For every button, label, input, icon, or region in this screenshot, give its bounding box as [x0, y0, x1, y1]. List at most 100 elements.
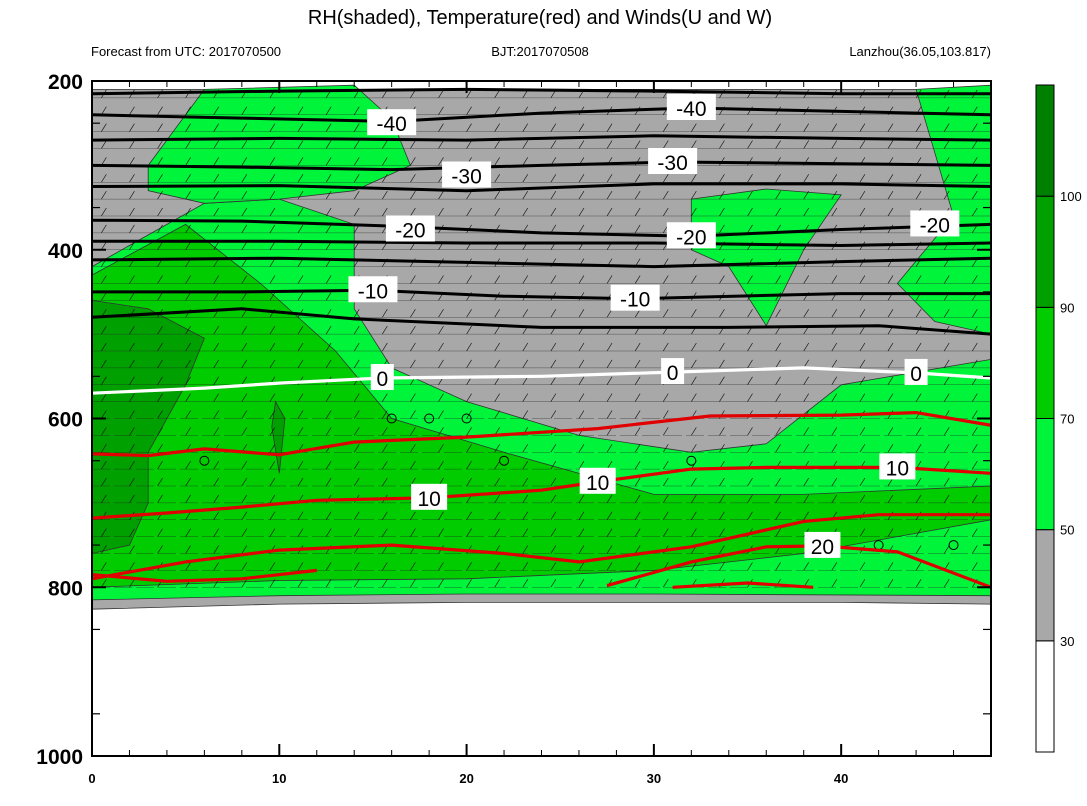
wind-barb: [185, 275, 191, 284]
wind-barb: [213, 224, 220, 234]
wind-barb: [101, 545, 107, 554]
contour-label: 0: [910, 363, 922, 386]
wind-barb: [101, 342, 107, 352]
wind-barb: [129, 241, 135, 250]
wind-barb: [522, 309, 529, 318]
wind-barb: [297, 410, 304, 419]
contour-label: -20: [395, 220, 425, 243]
wind-barb: [185, 224, 191, 234]
wind-barb: [382, 427, 388, 436]
wind-barb: [887, 207, 894, 217]
wind-barb: [241, 545, 248, 554]
wind-barb: [943, 359, 950, 369]
wind-barb: [382, 207, 388, 217]
wind-barb: [578, 309, 585, 318]
wind-barb: [129, 444, 135, 453]
wind-barb: [803, 393, 810, 402]
wind-barb: [747, 275, 753, 284]
contour-label: -40: [676, 98, 706, 121]
wind-barb: [325, 562, 332, 571]
wind-barb: [578, 224, 585, 234]
wind-barb: [129, 190, 135, 200]
wind-barb: [634, 460, 641, 470]
wind-barb: [691, 359, 697, 369]
wind-barb: [522, 393, 529, 402]
wind-barb: [887, 562, 894, 571]
contour-label-box: [348, 276, 398, 303]
wind-barb: [213, 528, 220, 537]
wind-barb: [719, 562, 725, 571]
wind-barb: [662, 477, 669, 487]
wind-barb: [438, 579, 444, 588]
wind-barb: [887, 579, 894, 588]
wind-barb: [101, 174, 107, 183]
wind-barb: [775, 275, 781, 284]
wind-barb: [971, 174, 978, 183]
wind-barb: [410, 528, 416, 537]
wind-barb: [494, 275, 500, 284]
wind-barb: [382, 174, 388, 183]
wind-barb: [859, 342, 866, 352]
wind-barb: [410, 444, 416, 453]
wind-barb: [382, 444, 388, 453]
wind-barb: [382, 393, 388, 402]
wind-barb: [887, 309, 894, 318]
contour-label: 10: [886, 457, 909, 480]
wind-barb: [550, 342, 557, 352]
temperature-contour-0: [92, 366, 991, 395]
wind-barb: [522, 190, 529, 200]
wind-barb: [775, 477, 781, 487]
x-tick-label: 10: [272, 771, 286, 786]
wind-barb: [803, 562, 810, 571]
contour-label: 10: [586, 472, 609, 495]
wind-barb: [213, 393, 220, 402]
wind-barb: [606, 359, 613, 369]
wind-barb: [241, 157, 248, 166]
wind-barb: [606, 562, 613, 571]
wind-barb: [803, 174, 810, 183]
wind-barb: [550, 545, 557, 554]
wind-barb: [353, 579, 360, 588]
wind-barb: [325, 460, 332, 470]
calm-wind-marker: [461, 413, 472, 424]
wind-barb: [325, 123, 332, 132]
wind-barb: [269, 460, 276, 470]
wind-barb: [353, 190, 360, 200]
wind-barb: [691, 477, 697, 487]
wind-barb: [269, 106, 276, 115]
wind-barb: [943, 376, 950, 385]
wind-barb: [831, 579, 838, 588]
wind-barb: [578, 207, 585, 217]
wind-barb: [578, 376, 585, 385]
wind-barb: [578, 444, 585, 453]
wind-barb: [887, 359, 894, 369]
wind-barb: [691, 511, 697, 520]
wind-barb: [157, 427, 163, 436]
wind-barb: [550, 140, 557, 149]
wind-barb: [578, 494, 585, 504]
wind-barb: [971, 460, 978, 470]
wind-barb: [297, 106, 304, 115]
contour-label: 0: [667, 362, 679, 385]
wind-barb: [691, 207, 697, 217]
wind-barb: [634, 393, 641, 402]
wind-barb: [887, 376, 894, 385]
wind-barb: [887, 528, 894, 537]
wind-barb: [831, 477, 838, 487]
wind-barb: [353, 207, 360, 217]
contour-label-box: [385, 215, 435, 242]
wind-barb: [129, 562, 135, 571]
wind-barb: [129, 123, 135, 132]
wind-barb: [971, 359, 978, 369]
wind-barb: [943, 427, 950, 436]
wind-barb: [747, 444, 753, 453]
contour-label-box: [904, 358, 928, 385]
wind-barb: [691, 528, 697, 537]
wind-barb: [494, 106, 500, 115]
wind-barb: [466, 477, 472, 487]
wind-barb: [831, 444, 838, 453]
wind-barb: [157, 342, 163, 352]
wind-barb: [803, 511, 810, 520]
wind-barb: [129, 342, 135, 352]
wind-barb: [157, 174, 163, 183]
